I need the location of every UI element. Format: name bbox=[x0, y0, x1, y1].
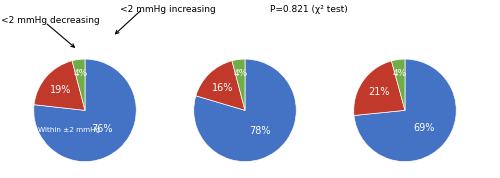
Wedge shape bbox=[196, 61, 245, 110]
Text: 16%: 16% bbox=[212, 83, 234, 93]
Wedge shape bbox=[72, 59, 85, 110]
Wedge shape bbox=[392, 59, 405, 110]
Text: 76%: 76% bbox=[92, 124, 113, 134]
Text: P=0.821 (χ² test): P=0.821 (χ² test) bbox=[270, 5, 348, 14]
Text: <2 mmHg increasing: <2 mmHg increasing bbox=[120, 5, 216, 14]
Text: <2 mmHg decreasing: <2 mmHg decreasing bbox=[1, 16, 100, 25]
Text: 4%: 4% bbox=[233, 69, 248, 78]
Wedge shape bbox=[34, 59, 136, 162]
Text: Within ±2 mmHg: Within ±2 mmHg bbox=[38, 127, 100, 133]
Wedge shape bbox=[354, 61, 405, 116]
Text: 4%: 4% bbox=[73, 69, 88, 78]
Text: 69%: 69% bbox=[414, 123, 434, 133]
Wedge shape bbox=[194, 59, 296, 162]
Wedge shape bbox=[34, 61, 85, 110]
Wedge shape bbox=[232, 59, 245, 110]
Text: 19%: 19% bbox=[50, 85, 71, 95]
Text: 21%: 21% bbox=[368, 87, 390, 97]
Text: 78%: 78% bbox=[250, 126, 271, 136]
Text: 4%: 4% bbox=[393, 69, 407, 78]
Wedge shape bbox=[354, 59, 456, 162]
